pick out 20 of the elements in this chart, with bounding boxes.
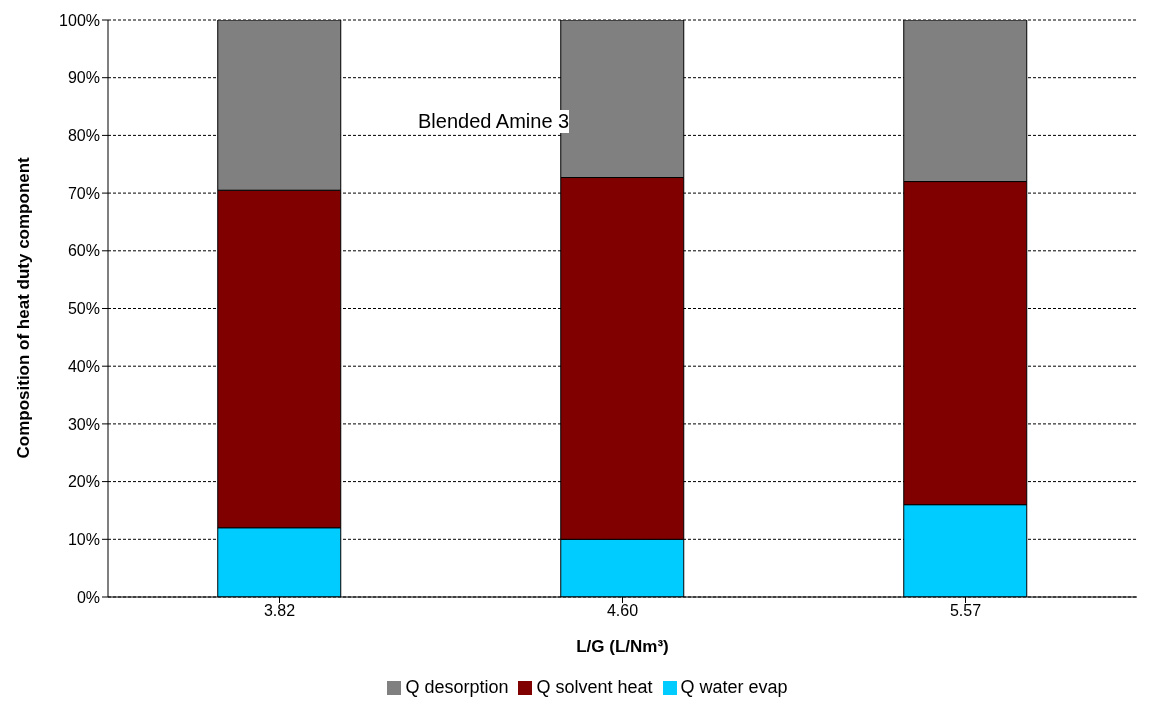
- y-tick-label: 0%: [76, 588, 100, 606]
- y-tick-label: 100%: [59, 11, 100, 29]
- x-axis-title: L/G (L/Nm³): [576, 637, 669, 656]
- y-axis-title: Composition of heat duty component: [14, 156, 34, 459]
- y-tick-label: 70%: [67, 184, 100, 202]
- legend-label: Q water evap: [680, 677, 788, 697]
- y-tick-label: 30%: [67, 415, 100, 433]
- x-tick-label: 3.82: [263, 602, 296, 620]
- legend-label: Q solvent heat: [536, 677, 653, 697]
- legend-label: Q desorption: [405, 677, 509, 697]
- chart-note: Blended Amine 3: [418, 110, 570, 133]
- y-tick-label: 80%: [67, 127, 100, 145]
- y-tick-label: 90%: [67, 69, 100, 87]
- y-tick-label: 60%: [67, 242, 100, 260]
- x-tick-label: 5.57: [949, 602, 982, 620]
- y-tick-label: 40%: [67, 357, 100, 375]
- x-tick-label: 4.60: [606, 602, 639, 620]
- y-tick-label: 10%: [67, 530, 100, 548]
- y-tick-label: 20%: [67, 473, 100, 491]
- y-tick-label: 50%: [67, 300, 100, 318]
